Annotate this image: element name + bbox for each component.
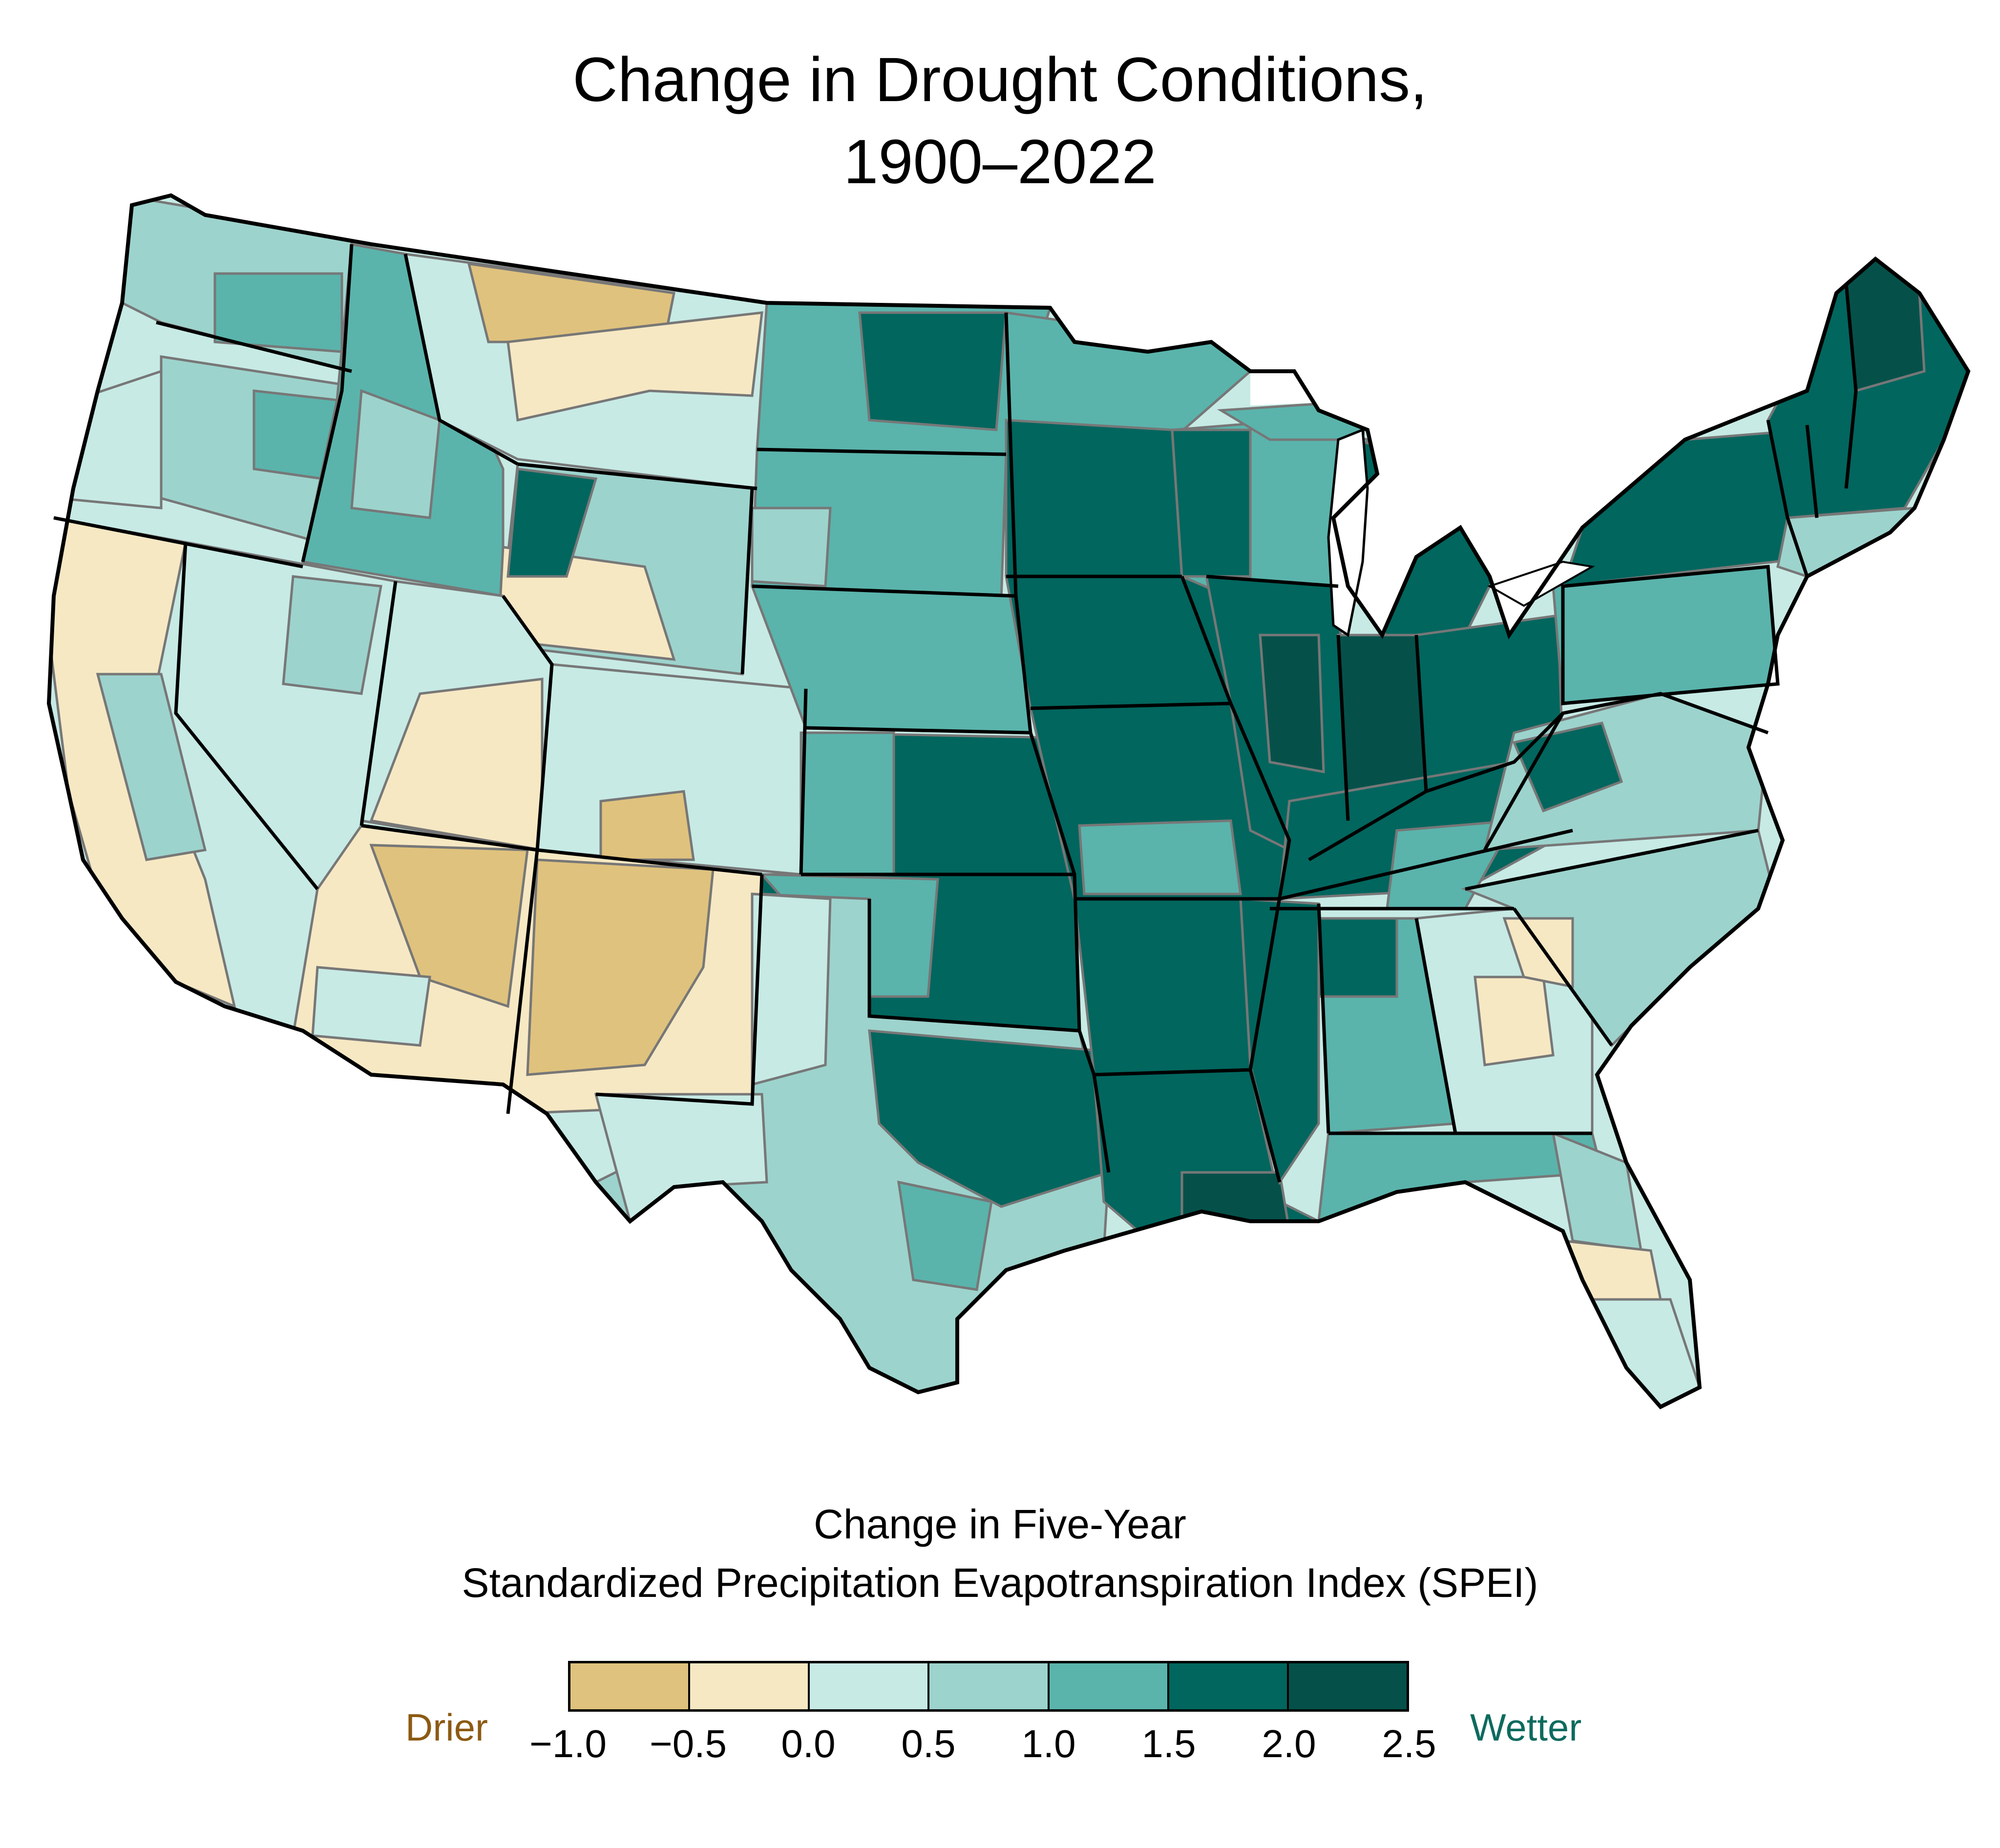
state-border-id: [301, 244, 354, 562]
map-title: Change in Drought Conditions, 1900–2022: [0, 39, 2000, 203]
region-north-dakota-east: [858, 311, 1008, 431]
region-mississippi: [1239, 897, 1320, 1186]
region-montana-drier-central: [506, 311, 763, 422]
us-drought-map: [46, 193, 1971, 1409]
map-title-line1: Change in Drought Conditions,: [572, 45, 1428, 115]
region-arizona-sw: [311, 966, 431, 1047]
region-colorado-sw: [599, 790, 695, 861]
state-border-ga-sc: [1513, 907, 1613, 1047]
state-border-ky-tn: [1279, 828, 1573, 901]
region-missouri-south: [1078, 819, 1242, 895]
state-border-ohio-river: [1308, 712, 1564, 862]
state-border-va-wv: [1483, 692, 1769, 851]
legend-color-bar: [568, 1661, 1409, 1712]
region-new-mexico-west: [526, 858, 715, 1076]
state-border-in-oh: [1414, 635, 1428, 792]
us-outline: [46, 193, 1971, 1409]
legend-tick-label: −0.5: [650, 1722, 727, 1765]
state-border-ne-ks: [805, 726, 1031, 735]
state-border-nc-va: [1465, 828, 1759, 891]
region-texas-coast: [897, 1180, 993, 1291]
state-border-ms-al: [1317, 903, 1330, 1134]
legend-swatch-5: [1169, 1663, 1289, 1709]
legend-title-line1: Change in Five-Year: [814, 1501, 1186, 1547]
legend-tick-labels: −1.0 −0.5 0.0 0.5 1.0 1.5 2.0 2.5: [0, 1720, 2000, 1773]
legend-title: Change in Five-Year Standardized Precipi…: [0, 1495, 2000, 1612]
region-wyoming-nw: [506, 467, 598, 578]
state-border-co-ks: [799, 688, 808, 875]
state-borders: [53, 244, 1858, 1183]
state-border-ok-tx: [867, 899, 1080, 1033]
region-idaho-central: [350, 389, 441, 519]
state-border-nv-ut: [359, 581, 398, 826]
state-border-mt-wy: [517, 462, 758, 490]
state-border-nm-tx: [595, 874, 764, 1106]
lake-erie: [1487, 560, 1595, 607]
legend-swatch-4: [1049, 1663, 1169, 1709]
region-new-england-south: [1776, 506, 1918, 578]
map-title-line2: 1900–2022: [843, 127, 1157, 197]
state-border-wi-il: [1206, 574, 1339, 588]
region-minnesota-south: [1005, 419, 1183, 578]
region-west-virginia: [1512, 722, 1623, 813]
state-border-mississippi-river: [1180, 575, 1291, 1183]
state-border-or-ca: [53, 516, 303, 569]
legend-tick-label: 1.5: [1141, 1722, 1196, 1765]
region-washington-east: [213, 272, 343, 353]
state-border-wa-or: [156, 320, 352, 373]
state-border-vt-nh: [1805, 425, 1819, 518]
region-illinois-central: [1259, 634, 1325, 774]
wetter-label: Wetter: [1470, 1706, 1582, 1749]
state-border-mt-id: [403, 254, 519, 466]
state-border-ut-co: [502, 595, 554, 850]
region-wisconsin-west: [1171, 428, 1252, 578]
state-border-pa: [1561, 565, 1780, 705]
state-border-ia-mo: [1030, 701, 1231, 710]
region-arkansas: [1073, 897, 1271, 1076]
legend-title-line2: Standardized Precipitation Evapotranspir…: [462, 1560, 1538, 1606]
region-alabama-north: [1317, 917, 1398, 998]
state-border-ny-ne: [1766, 420, 1809, 577]
legend-swatch-3: [929, 1663, 1050, 1709]
drier-label: Drier: [405, 1706, 488, 1749]
region-california-valley: [96, 673, 207, 861]
legend-swatch-1: [690, 1663, 810, 1709]
state-border-me: [1844, 283, 1858, 489]
legend-tick-label: −1.0: [529, 1722, 607, 1765]
state-border-ar-la: [1094, 1068, 1251, 1077]
region-texas-panhandle: [751, 892, 832, 1086]
region-kansas-west: [800, 731, 895, 876]
legend-tick-label: 0.5: [901, 1722, 956, 1765]
legend-tick-label: 2.5: [1382, 1722, 1436, 1765]
region-pennsylvania: [1552, 565, 1779, 705]
state-border-sd-ne: [752, 584, 1016, 598]
region-michigan: [1347, 438, 1496, 641]
state-border-nv-ca: [174, 542, 319, 891]
state-border-az-nm: [506, 850, 539, 1114]
region-nevada-east: [282, 575, 382, 695]
region-iowa: [1004, 575, 1233, 710]
legend-tick-label: 2.0: [1262, 1722, 1316, 1765]
climate-division-regions: [49, 195, 1968, 1407]
legend-tick-label: 0.0: [781, 1722, 836, 1765]
us-land: [46, 193, 1971, 1409]
state-border-al-ga: [1414, 918, 1457, 1134]
legend-swatch-0: [570, 1663, 691, 1709]
region-georgia-central: [1474, 976, 1555, 1066]
legend-tick-label: 1.0: [1021, 1722, 1076, 1765]
legend-swatch-2: [810, 1663, 930, 1709]
region-arizona-central: [369, 844, 529, 1008]
state-border-nd-sd: [757, 447, 1007, 456]
lake-superior: [1250, 352, 1377, 405]
legend-swatch-6: [1288, 1663, 1407, 1709]
region-maine: [1845, 257, 1926, 393]
state-border-il-in: [1336, 635, 1350, 821]
state-border-ut-az: [361, 824, 762, 876]
region-south-dakota-west: [751, 507, 832, 588]
state-border-wy-ne: [740, 488, 754, 675]
